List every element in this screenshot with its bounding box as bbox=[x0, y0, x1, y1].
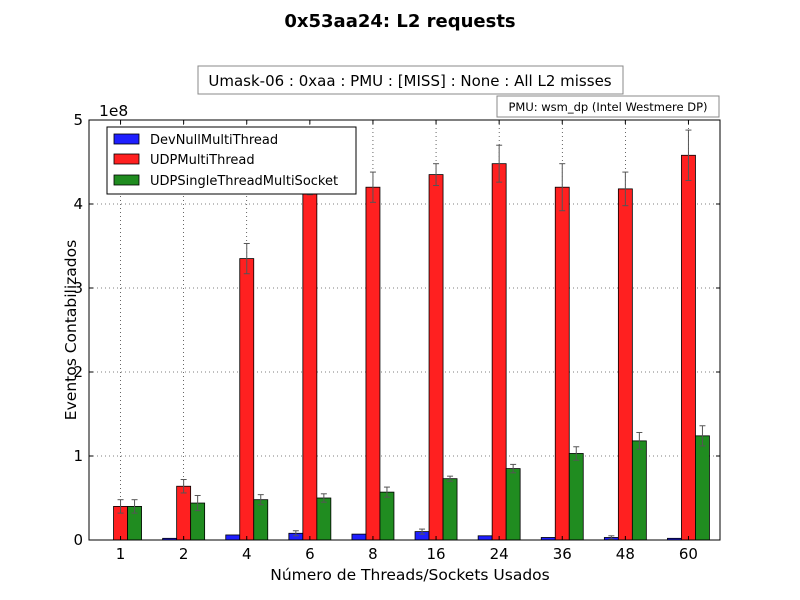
x-axis-label: Número de Threads/Sockets Usados bbox=[270, 566, 550, 584]
x-tick-label: 1 bbox=[116, 545, 126, 563]
bar-udpmultithread bbox=[554, 186, 570, 541]
bar-devnullmultithread bbox=[351, 533, 367, 541]
y-tick-label: 2 bbox=[73, 363, 83, 381]
y-tick-label: 1 bbox=[73, 447, 83, 465]
bar-udpmultithread bbox=[365, 186, 381, 541]
y-tick-label: 3 bbox=[73, 279, 83, 297]
bar-udpsinglethreadmultisocket bbox=[505, 468, 521, 541]
bar-devnullmultithread bbox=[477, 535, 493, 541]
y-tick-label: 5 bbox=[73, 111, 83, 129]
legend-label-udpmulti: UDPMultiThread bbox=[150, 153, 255, 168]
legend-swatch-udpsingle bbox=[113, 174, 140, 186]
y-tick-label: 0 bbox=[73, 531, 83, 549]
bar-udpsinglethreadmultisocket bbox=[631, 440, 647, 541]
x-tick-label: 4 bbox=[242, 545, 252, 563]
x-tick-label: 60 bbox=[679, 545, 698, 563]
legend-label-devnull: DevNullMultiThread bbox=[150, 133, 278, 148]
y-scale-label: 1e8 bbox=[99, 102, 128, 120]
x-tick-label: 8 bbox=[368, 545, 378, 563]
pmu-note: PMU: wsm_dp (Intel Westmere DP) bbox=[508, 100, 707, 114]
bar-devnullmultithread bbox=[225, 534, 241, 541]
bar-udpmultithread bbox=[428, 174, 444, 541]
x-tick-label: 48 bbox=[616, 545, 635, 563]
bar-udpsinglethreadmultisocket bbox=[695, 435, 710, 541]
x-tick-label: 6 bbox=[305, 545, 315, 563]
chart-subtitle: Umask-06 : 0xaa : PMU : [MISS] : None : … bbox=[208, 72, 611, 90]
plot-frame bbox=[88, 119, 721, 541]
x-tick-label: 24 bbox=[490, 545, 509, 563]
bar-udpmultithread bbox=[176, 485, 192, 541]
x-tick-label: 2 bbox=[179, 545, 189, 563]
bar-udpsinglethreadmultisocket bbox=[253, 499, 269, 541]
y-axis-label: Eventos Contabilizados bbox=[62, 240, 80, 420]
bars bbox=[113, 129, 710, 541]
bar-udpmultithread bbox=[617, 188, 633, 541]
bar-udpmultithread bbox=[239, 258, 255, 541]
legend-label-udpsingle: UDPSingleThreadMultiSocket bbox=[150, 174, 338, 189]
pmu-note-box bbox=[496, 95, 720, 118]
y-tick-label: 4 bbox=[73, 195, 83, 213]
bar-udpsinglethreadmultisocket bbox=[316, 497, 332, 541]
bar-udpsinglethreadmultisocket bbox=[568, 453, 584, 541]
bar-udpsinglethreadmultisocket bbox=[442, 478, 458, 541]
x-tick-label: 16 bbox=[427, 545, 446, 563]
bar-udpsinglethreadmultisocket bbox=[379, 491, 395, 541]
subtitle-box bbox=[197, 65, 624, 95]
legend-swatch-devnull bbox=[113, 133, 140, 145]
legend-swatch-udpmulti bbox=[113, 153, 140, 165]
chart-title: 0x53aa24: L2 requests bbox=[284, 11, 515, 32]
bar-udpmultithread bbox=[302, 184, 318, 541]
x-tick-label: 36 bbox=[553, 545, 572, 563]
bar-udpmultithread bbox=[491, 163, 507, 541]
legend: DevNullMultiThread UDPMultiThread UDPSin… bbox=[106, 126, 357, 195]
bar-udpmultithread bbox=[681, 154, 696, 541]
legend-frame bbox=[106, 126, 357, 195]
